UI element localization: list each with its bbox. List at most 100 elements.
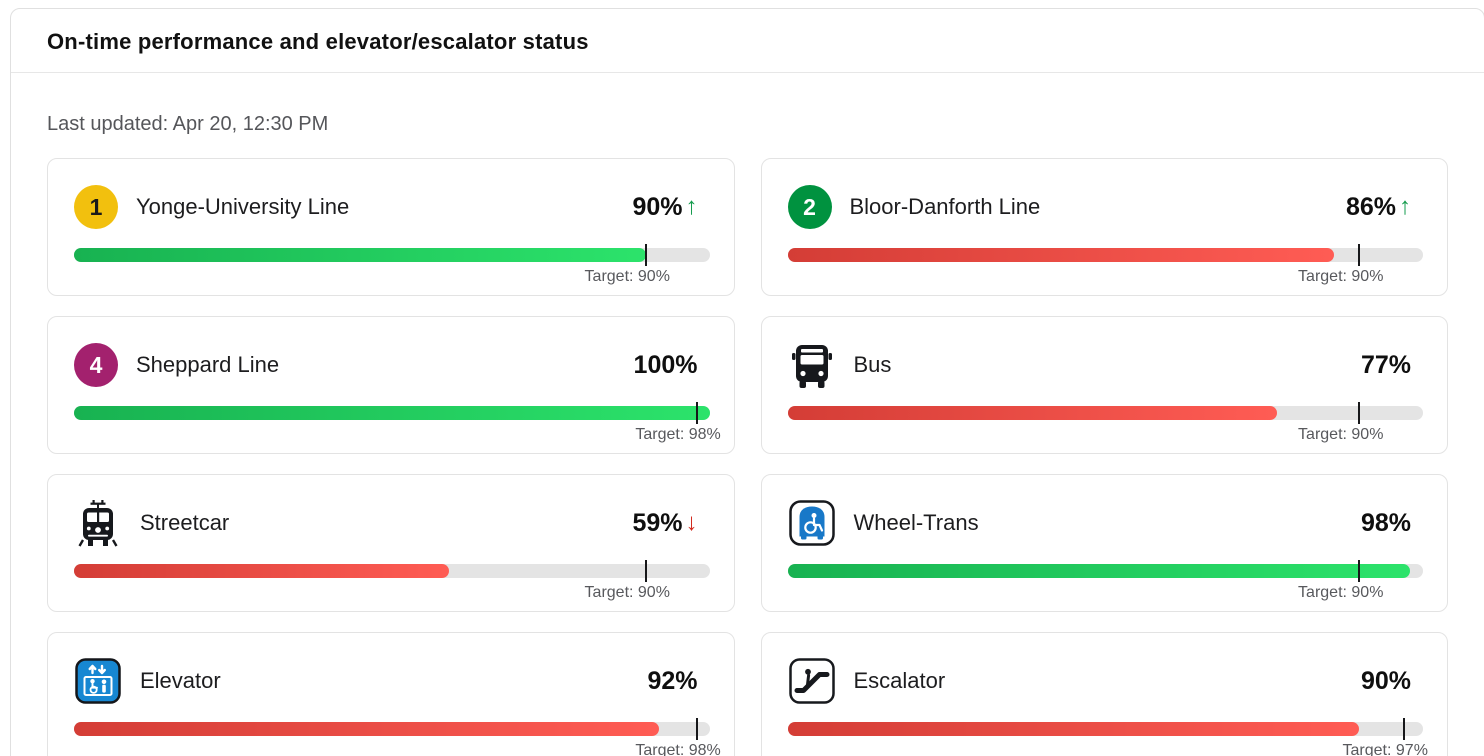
card-header-row: Elevator 92% — [74, 657, 710, 705]
panel-header: On-time performance and elevator/escalat… — [11, 9, 1484, 73]
performance-value: 100% — [634, 351, 710, 380]
wheel-trans-icon — [788, 500, 835, 546]
target-row: Target: 90% — [74, 268, 710, 287]
progress-bar — [787, 402, 1423, 424]
card-header-row: 1 Yonge-University Line 90% ↑ — [74, 183, 710, 231]
target-label: Target: 98% — [635, 426, 721, 443]
target-row: Target: 97% — [788, 742, 1428, 756]
page-title: On-time performance and elevator/escalat… — [47, 29, 589, 54]
card-label: Bus — [853, 352, 892, 377]
card-label: Sheppard Line — [136, 352, 280, 377]
status-card: 4 Sheppard Line 100% Target: 98% — [47, 316, 735, 454]
progress-bar — [74, 560, 710, 582]
target-row: Target: 90% — [788, 584, 1424, 603]
card-label: Wheel-Trans — [853, 510, 979, 535]
target-tick — [1358, 560, 1361, 582]
last-updated-timestamp: Last updated: Apr 20, 12:30 PM — [47, 113, 329, 135]
performance-value: 59% ↓ — [632, 509, 709, 538]
mode-icon-slot — [788, 657, 836, 705]
target-tick — [644, 560, 647, 582]
trend-arrow-icon: ↓ — [685, 509, 698, 536]
value-text: 100% — [633, 350, 698, 379]
target-tick — [695, 402, 698, 424]
performance-value: 92% — [647, 667, 709, 696]
progress-bar — [74, 244, 710, 266]
progress-bar — [787, 718, 1423, 740]
status-card: Bus 77% Target: 90% — [760, 316, 1448, 454]
mode-icon-slot — [74, 657, 122, 705]
progress-bar — [787, 560, 1423, 582]
status-cards-grid: 1 Yonge-University Line 90% ↑ Target: 90… — [47, 158, 1448, 756]
target-row: Target: 90% — [788, 426, 1424, 445]
card-label: Streetcar — [140, 510, 230, 535]
target-label: Target: 90% — [584, 268, 670, 285]
value-text: 98% — [1360, 508, 1411, 537]
progress-bar-fill — [787, 248, 1335, 262]
mode-icon-slot — [788, 499, 836, 547]
value-text: 90% — [1360, 666, 1411, 695]
status-card: Wheel-Trans 98% Target: 90% — [760, 474, 1448, 612]
line-2-badge: 2 — [787, 185, 832, 229]
target-label: Target: 90% — [1298, 426, 1384, 443]
mode-icon-slot — [74, 499, 122, 547]
status-card: 1 Yonge-University Line 90% ↑ Target: 90… — [47, 158, 735, 296]
target-row: Target: 90% — [74, 584, 710, 603]
status-card: Streetcar 59% ↓ Target: 90% — [47, 474, 735, 612]
status-panel: On-time performance and elevator/escalat… — [10, 8, 1484, 756]
value-text: 59% — [632, 508, 683, 537]
target-label: Target: 90% — [584, 584, 670, 601]
target-label: Target: 98% — [635, 742, 721, 756]
panel-body: Last updated: Apr 20, 12:30 PM 1 Yonge-U… — [11, 113, 1484, 756]
progress-bar-fill — [787, 564, 1411, 578]
card-label: Yonge-University Line — [136, 194, 350, 219]
status-card: 2 Bloor-Danforth Line 86% ↑ Target: 90% — [760, 158, 1448, 296]
progress-bar — [74, 718, 710, 740]
target-tick — [1358, 244, 1361, 266]
card-header-row: Wheel-Trans 98% — [788, 499, 1424, 547]
line-4-badge: 4 — [74, 343, 118, 387]
mode-icon-slot — [788, 341, 836, 389]
performance-value: 98% — [1361, 509, 1423, 538]
card-label: Bloor-Danforth Line — [849, 194, 1041, 219]
escalator-icon — [788, 658, 835, 704]
line-1-badge: 1 — [74, 185, 118, 229]
target-row: Target: 90% — [788, 268, 1424, 287]
status-card: Elevator 92% Target: 98% — [47, 632, 735, 756]
target-row: Target: 98% — [74, 426, 720, 445]
progress-bar-fill — [787, 406, 1277, 420]
progress-bar-fill — [74, 564, 449, 578]
card-header-row: 2 Bloor-Danforth Line 86% ↑ — [787, 183, 1424, 231]
target-label: Target: 90% — [1298, 268, 1384, 285]
target-tick — [644, 244, 647, 266]
progress-bar-fill — [787, 722, 1360, 736]
performance-value: 86% ↑ — [1346, 193, 1423, 222]
elevator-icon — [75, 658, 121, 704]
card-header-row: Bus 77% — [788, 341, 1424, 389]
target-tick — [1402, 718, 1405, 740]
card-header-row: Streetcar 59% ↓ — [74, 499, 710, 547]
card-label: Escalator — [853, 668, 946, 693]
performance-value: 90% — [1361, 667, 1423, 696]
target-tick — [1358, 402, 1361, 424]
status-card: Escalator 90% Target: 97% — [760, 632, 1448, 756]
value-text: 77% — [1360, 350, 1411, 379]
trend-arrow-icon: ↑ — [685, 193, 698, 220]
streetcar-icon — [78, 500, 118, 547]
card-header-row: Escalator 90% — [788, 657, 1424, 705]
value-text: 90% — [632, 192, 683, 221]
target-row: Target: 98% — [74, 742, 720, 756]
progress-bar-fill — [74, 722, 659, 736]
performance-value: 90% ↑ — [632, 193, 709, 222]
bus-icon — [791, 345, 832, 388]
target-tick — [695, 718, 698, 740]
progress-bar-fill — [74, 248, 646, 262]
progress-bar — [74, 402, 710, 424]
target-label: Target: 90% — [1298, 584, 1384, 601]
target-label: Target: 97% — [1342, 742, 1428, 756]
progress-bar-fill — [74, 406, 710, 420]
trend-arrow-icon: ↑ — [1399, 193, 1411, 220]
performance-value: 77% — [1361, 351, 1423, 380]
card-header-row: 4 Sheppard Line 100% — [74, 341, 710, 389]
value-text: 86% — [1345, 192, 1396, 221]
progress-bar — [787, 244, 1423, 266]
